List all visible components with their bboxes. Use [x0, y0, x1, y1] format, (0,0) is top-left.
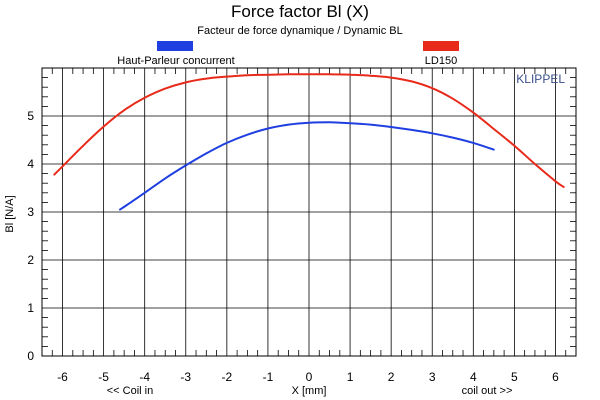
legend-label-ld150: LD150 [425, 55, 457, 67]
x-tick-label: -5 [98, 370, 109, 384]
x-tick-labels: -6 -5 -4 -3 -2 -1 0 1 2 3 4 5 6 [57, 370, 559, 384]
plot-frame [41, 67, 577, 357]
x-tick-label: 4 [470, 370, 477, 384]
chart-subtitle: Facteur de force dynamique / Dynamic BL [197, 25, 402, 37]
y-tick-label: 2 [27, 253, 34, 267]
series-line-ld150 [53, 73, 565, 188]
x-tick-label: -1 [263, 370, 274, 384]
y-tick-label: 3 [27, 205, 34, 219]
y-tick-labels: 0 1 2 3 4 5 [27, 109, 34, 363]
x-tick-label: -6 [57, 370, 68, 384]
series-layer [53, 73, 565, 211]
x-tick-label: 0 [306, 370, 313, 384]
y-axis-label: Bl [N/A] [4, 195, 16, 232]
y-tick-label: 4 [27, 157, 34, 171]
legend-swatch-ld150 [423, 41, 459, 51]
chart-title: Force factor Bl (X) [231, 2, 369, 21]
coil-in-label: << Coil in [107, 385, 153, 397]
x-tick-label: -3 [180, 370, 191, 384]
x-tick-label: 2 [388, 370, 395, 384]
tick-layer [41, 68, 577, 356]
legend-label-haut-parleur: Haut-Parleur concurrent [117, 55, 234, 67]
y-tick-label: 0 [27, 349, 34, 363]
coil-out-label: coil out >> [462, 385, 513, 397]
x-tick-label: -2 [222, 370, 233, 384]
y-tick-label: 1 [27, 301, 34, 315]
legend-swatch-haut-parleur [157, 41, 193, 51]
y-tick-label: 5 [27, 109, 34, 123]
x-axis-label: X [mm] [292, 385, 327, 397]
series-line-haut-parleur [119, 121, 495, 211]
x-tick-label: 1 [347, 370, 354, 384]
x-tick-label: 3 [429, 370, 436, 384]
brand-label: KLIPPEL [516, 72, 565, 86]
x-tick-label: 6 [552, 370, 559, 384]
x-tick-label: -4 [139, 370, 150, 384]
x-tick-label: 5 [511, 370, 518, 384]
